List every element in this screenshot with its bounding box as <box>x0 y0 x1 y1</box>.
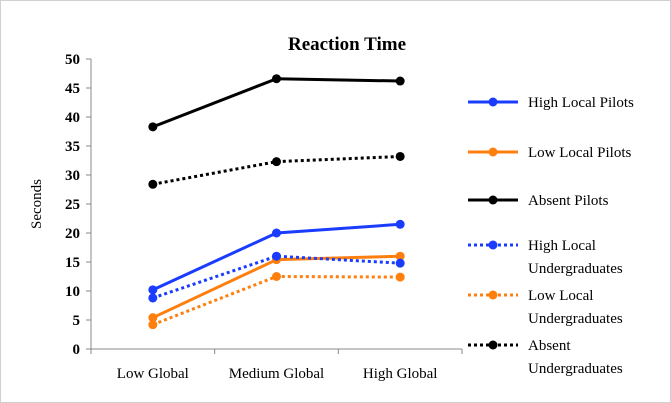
legend-swatch-marker <box>488 97 498 107</box>
legend-label: Absent Pilots <box>528 193 609 209</box>
x-tick-label: Low Global <box>117 366 189 382</box>
data-point <box>272 251 281 261</box>
data-point <box>272 228 281 238</box>
data-point <box>148 122 158 132</box>
data-point <box>272 272 281 281</box>
x-tick-label: High Global <box>363 366 438 382</box>
legend-label: High Local Undergraduates <box>528 238 623 277</box>
data-point <box>395 251 405 261</box>
legend-swatch-marker <box>488 195 498 205</box>
legend-label: Absent Undergraduates <box>528 338 623 377</box>
data-point <box>148 320 158 330</box>
y-axis-label: Seconds <box>29 179 45 229</box>
y-tick-label: 5 <box>73 313 81 329</box>
x-tick-label: Medium Global <box>229 366 324 382</box>
y-tick-label: 50 <box>65 52 80 68</box>
legend-swatch-marker <box>488 340 498 350</box>
series-line-4 <box>152 254 401 300</box>
chart-title: Reaction Time <box>288 34 406 55</box>
data-point <box>148 179 158 189</box>
y-tick-label: 35 <box>65 139 80 155</box>
legend-label: Low Local Pilots <box>528 145 631 161</box>
y-tick-label: 0 <box>73 342 81 358</box>
data-point <box>148 313 158 323</box>
y-tick-label: 10 <box>65 284 80 300</box>
y-tick-label: 45 <box>65 81 80 97</box>
y-tick-label: 20 <box>65 226 80 242</box>
legend-label: High Local Pilots <box>528 95 634 111</box>
axes: 0 5 10 15 20 25 30 35 40 45 50 Low Global Medium Glo… <box>65 52 463 382</box>
data-point <box>395 76 405 86</box>
y-tick-label: 30 <box>65 168 80 184</box>
series-line-3 <box>152 77 401 129</box>
y-tick-label: 15 <box>65 255 80 271</box>
legend-swatch-marker <box>488 147 498 157</box>
data-point <box>272 74 281 84</box>
series-layer <box>148 74 405 330</box>
data-point <box>395 151 405 161</box>
y-tick-label: 25 <box>65 197 80 213</box>
data-point <box>148 285 158 295</box>
data-point <box>148 293 158 303</box>
data-point <box>272 157 281 167</box>
legend: High Local Pilots Low Local Pilots Absent … <box>468 95 634 377</box>
data-point <box>395 219 405 229</box>
legend-swatch-marker <box>488 290 498 300</box>
legend-swatch-marker <box>488 240 498 250</box>
data-point <box>395 258 405 268</box>
legend-label: Low Local Undergraduates <box>528 288 623 327</box>
data-point <box>395 272 405 282</box>
y-tick-label: 40 <box>65 110 80 126</box>
